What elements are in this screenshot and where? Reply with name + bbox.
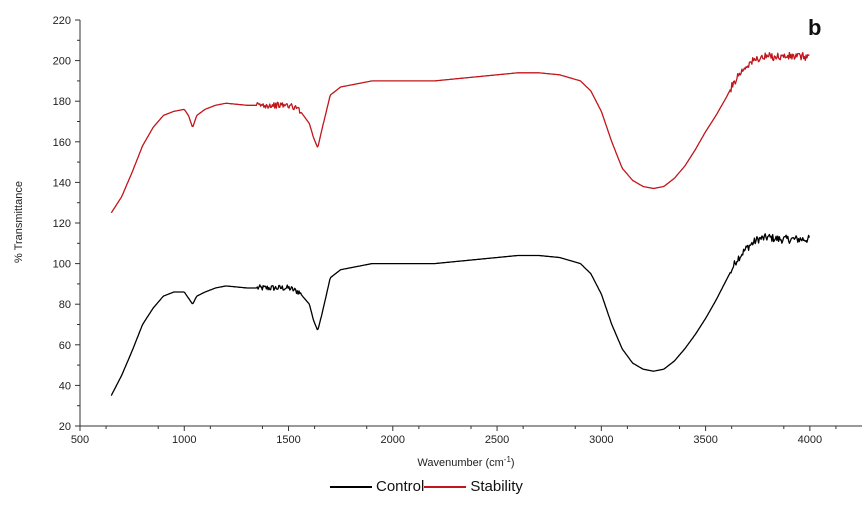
- y-tick-label: 20: [59, 421, 71, 433]
- chart-axes: [79, 20, 862, 427]
- legend-swatch-control: [330, 485, 372, 488]
- x-axis-title: Wavenumber (cm-1): [417, 455, 514, 469]
- y-tick-label: 220: [53, 15, 71, 27]
- x-tick-label: 3000: [589, 434, 613, 446]
- y-axis-title: % Transmittance: [13, 181, 25, 263]
- series-line-control: [110, 233, 811, 396]
- x-tick-label: 500: [71, 434, 89, 446]
- x-tick-label: 2500: [485, 434, 509, 446]
- chart-ticks: 500 1000 1500 2000 2500 3000 3500 4000 20 40 60 80 1…: [53, 15, 837, 446]
- legend-label-control: Control: [376, 478, 425, 495]
- chart-legend: Control Stability: [330, 478, 523, 495]
- x-tick-label: 3500: [693, 434, 717, 446]
- y-tick-label: 140: [53, 177, 71, 189]
- y-tick-label: 80: [59, 299, 71, 311]
- y-tick-label: 40: [59, 380, 71, 392]
- y-tick-label: 120: [53, 218, 71, 230]
- legend-item-stability: Stability: [424, 478, 523, 495]
- legend-swatch-stability: [424, 485, 467, 488]
- chart-series-lines: [110, 51, 811, 396]
- y-tick-label: 180: [53, 96, 71, 108]
- legend-item-control: Control: [330, 478, 424, 495]
- y-tick-label: 160: [53, 137, 71, 149]
- x-tick-label: 1500: [276, 434, 300, 446]
- x-tick-label: 4000: [798, 434, 822, 446]
- x-tick-label: 1000: [172, 434, 196, 446]
- y-tick-label: 100: [53, 259, 71, 271]
- x-tick-label: 2000: [381, 434, 405, 446]
- series-line-stability: [110, 51, 810, 214]
- y-tick-label: 200: [53, 56, 71, 68]
- y-tick-label: 60: [59, 340, 71, 352]
- legend-label-stability: Stability: [470, 478, 523, 495]
- panel-label: b: [808, 15, 821, 40]
